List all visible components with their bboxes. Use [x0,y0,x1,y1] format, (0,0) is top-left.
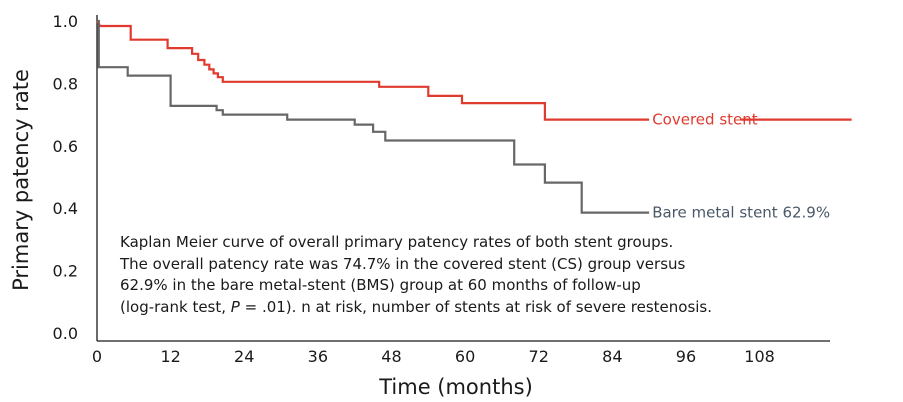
x-tick-label: 48 [381,347,401,366]
x-tick-label: 60 [455,347,475,366]
figure-caption: Kaplan Meier curve of overall primary pa… [120,232,780,318]
caption-line-3: 62.9% in the bare metal-stent (BMS) grou… [120,276,641,294]
x-tick-label: 24 [234,347,254,366]
x-tick-label: 96 [676,347,696,366]
caption-line-2: The overall patency rate was 74.7% in th… [120,254,686,273]
x-tick-label: 72 [529,347,549,366]
bare-metal-stent-curve [97,19,650,214]
x-axis-title: Time (months) [378,375,533,399]
caption-line-4-post: = .01). n at risk, number of stents at r… [239,297,713,316]
y-tick-label: 1.0 [53,12,78,31]
x-tick-label: 108 [744,347,775,366]
caption-line-4: (log-rank test, P = .01). n at risk, num… [120,297,780,319]
x-tick-label: 0 [92,347,102,366]
covered-stent-curve [96,20,650,121]
x-tick-label: 36 [308,347,328,366]
y-tick-label: 0.4 [53,199,78,218]
y-tick-label: 0.8 [53,74,78,93]
x-tick-label: 84 [602,347,622,366]
y-axis-ticks: 0.0 0.2 0.4 0.6 0.8 1.0 [53,12,78,343]
y-tick-label: 0.0 [53,324,78,343]
caption-line-1: Kaplan Meier curve of overall primary pa… [120,233,674,251]
series-layer: Covered stent Bare metal stent 62.9% [96,19,852,222]
x-tick-label: 12 [160,347,180,366]
caption-p-value-symbol: P [230,297,240,316]
x-axis-ticks: 0 12 24 36 48 60 72 84 96 108 [92,347,775,366]
covered-stent-label: Covered stent [652,111,758,129]
bare-metal-stent-label: Bare metal stent 62.9% [652,204,830,222]
y-axis-title: Primary patency rate [9,69,33,291]
caption-line-4-pre: (log-rank test, [120,297,231,316]
y-tick-label: 0.2 [53,262,78,281]
y-tick-label: 0.6 [53,137,78,156]
